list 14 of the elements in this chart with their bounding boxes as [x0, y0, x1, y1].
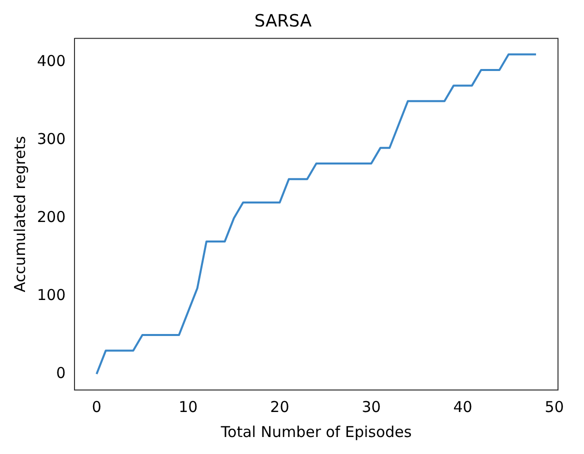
y-tick-label: 300 [36, 130, 66, 148]
x-tick-label: 30 [362, 398, 381, 416]
y-tick-label: 200 [36, 208, 66, 226]
chart-title: SARSA [254, 12, 312, 32]
x-tick-label: 50 [544, 398, 564, 416]
x-tick-label: 40 [453, 398, 472, 416]
y-axis-title: Accumulated regrets [10, 136, 29, 292]
y-tick-label: 0 [56, 364, 66, 382]
y-tick-label: 100 [36, 286, 66, 304]
x-tick-label: 0 [92, 398, 102, 416]
x-tick-label: 20 [270, 398, 290, 416]
y-tick-label: 400 [36, 52, 66, 70]
x-axis-title: Total Number of Episodes [220, 422, 412, 441]
x-tick-label: 10 [178, 398, 198, 416]
